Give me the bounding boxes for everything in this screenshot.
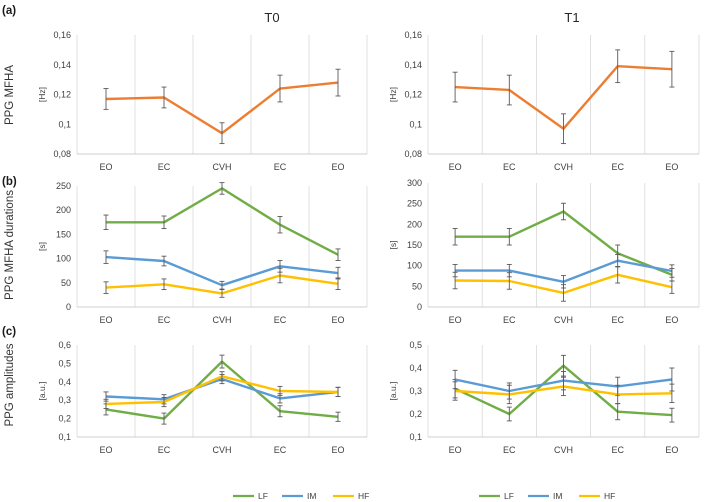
y-tick-label: 200 — [407, 219, 422, 229]
y-tick-label: 0,6 — [58, 340, 71, 350]
x-tick-label: EO — [449, 162, 462, 172]
x-tick-label: CVH — [212, 315, 231, 325]
y-tick-label: 250 — [56, 181, 71, 191]
y-tick-label: 0,1 — [409, 432, 422, 442]
x-tick-label: EC — [158, 445, 171, 455]
col-title-t1: T1 — [564, 10, 579, 25]
x-tick-label: EC — [503, 445, 516, 455]
legend-lf-label: LF — [258, 491, 268, 501]
y-tick-label: 200 — [56, 205, 71, 215]
y-axis-label: [a.u.] — [37, 382, 47, 401]
y-tick-label: 100 — [407, 261, 422, 271]
y-tick-label: 0,3 — [58, 395, 71, 405]
legend-lf-label: LF — [504, 491, 514, 501]
y-tick-label: 100 — [56, 254, 71, 264]
y-tick-label: 0,4 — [409, 363, 422, 373]
y-tick-label: 0,2 — [58, 414, 71, 424]
row-label-amplitudes: PPG amplitudes — [4, 343, 16, 426]
y-tick-label: 0,1 — [58, 119, 71, 129]
y-tick-label: 300 — [407, 178, 422, 188]
panel-label-c: (c) — [2, 326, 16, 338]
y-axis-label: [s] — [37, 242, 47, 251]
y-tick-label: 250 — [407, 199, 422, 209]
chart-panel-3: 0 50 100 150 200 250 [s] EO EC CVH EC EO — [37, 181, 368, 325]
y-tick-label: 0,5 — [409, 340, 422, 350]
x-tick-label: CVH — [554, 315, 573, 325]
y-tick-label: 0,1 — [409, 119, 422, 129]
y-tick-label: 0,5 — [58, 358, 71, 368]
x-tick-label: EO — [331, 315, 344, 325]
y-tick-label: 0,08 — [53, 149, 71, 159]
y-tick-label: 0,16 — [404, 30, 422, 40]
legend-im-label: IM — [553, 491, 562, 501]
legend-im-label: IM — [307, 491, 316, 501]
y-tick-label: 0,14 — [53, 60, 71, 70]
x-tick-label: EC — [274, 315, 287, 325]
x-tick-label: CVH — [554, 162, 573, 172]
y-tick-label: 50 — [61, 278, 71, 288]
x-tick-label: EO — [331, 162, 344, 172]
x-tick-label: EC — [611, 315, 624, 325]
x-tick-label: EC — [611, 445, 624, 455]
x-tick-label: EC — [503, 162, 516, 172]
x-tick-label: EO — [449, 445, 462, 455]
col-title-t0: T0 — [264, 10, 279, 25]
y-tick-label: 0 — [417, 302, 422, 312]
y-tick-label: 0,3 — [409, 386, 422, 396]
chart-panel-4: 0 50 100 150 200 250 300 [s] EO EC CVH EC EO — [388, 178, 700, 325]
x-tick-label: EO — [665, 315, 678, 325]
row-label-mfha: PPG MFHA — [4, 65, 16, 125]
y-axis-label: [a.u.] — [388, 382, 398, 401]
legend-hf-label: HF — [604, 491, 615, 501]
y-tick-label: 0,4 — [58, 377, 71, 387]
x-tick-label: EO — [331, 445, 344, 455]
chart-panel-6: 0,1 0,2 0,3 0,4 0,5 [a.u.] EO EC CVH EC EO — [388, 340, 700, 455]
panel-label-b: (b) — [2, 176, 17, 188]
y-axis-label: [s] — [388, 241, 398, 250]
legend: LF IM HF LF IM HF — [233, 491, 615, 501]
x-tick-label: EC — [274, 162, 287, 172]
y-tick-label: 0,1 — [58, 432, 71, 442]
y-tick-label: 0,12 — [53, 90, 71, 100]
legend-hf-label: HF — [358, 491, 369, 501]
y-tick-label: 0,16 — [53, 30, 71, 40]
x-tick-label: EC — [274, 445, 287, 455]
charts: 0,080,10,120,140,16[Hz]EO EC CVH EC EO0,080,… — [37, 30, 700, 455]
x-tick-label: EC — [611, 162, 624, 172]
row-label-durations: PPG MFHA durations — [4, 190, 16, 300]
x-tick-label: EO — [449, 315, 462, 325]
x-tick-label: EO — [99, 445, 112, 455]
panel-label-a: (a) — [2, 5, 16, 17]
x-tick-label: EO — [99, 315, 112, 325]
x-tick-label: EC — [503, 315, 516, 325]
x-tick-label: EO — [99, 162, 112, 172]
y-axis-label: [Hz] — [388, 87, 398, 102]
y-tick-label: 0 — [66, 302, 71, 312]
x-tick-label: CVH — [212, 162, 231, 172]
x-tick-label: CVH — [212, 445, 231, 455]
x-tick-label: EO — [665, 445, 678, 455]
y-tick-label: 0,12 — [404, 90, 422, 100]
y-tick-label: 0,14 — [404, 60, 422, 70]
x-tick-label: EC — [158, 315, 171, 325]
chart-panel-5: 0,1 0,2 0,3 0,4 0,5 0,6 [a.u.] EO EC CVH EC EO — [37, 340, 368, 455]
y-tick-label: 0,08 — [404, 149, 422, 159]
y-tick-label: 150 — [407, 240, 422, 250]
chart-panel-2: 0,08 0,1 0,12 0,14 0,16 [Hz] EO EC CVH EC EO — [388, 30, 700, 172]
y-tick-label: 150 — [56, 229, 71, 239]
x-tick-label: EO — [665, 162, 678, 172]
y-tick-label: 0,2 — [409, 409, 422, 419]
y-axis-label: [Hz] — [37, 87, 47, 102]
series-line-lf — [105, 360, 339, 420]
chart-panel-1: 0,08 0,1 0,12 0,14 0,16 [Hz] EO EC CVH EC EO — [37, 30, 368, 172]
y-tick-label: 50 — [412, 281, 422, 291]
x-tick-label: EC — [158, 162, 171, 172]
x-tick-label: CVH — [554, 445, 573, 455]
series-line-lf — [106, 187, 339, 256]
